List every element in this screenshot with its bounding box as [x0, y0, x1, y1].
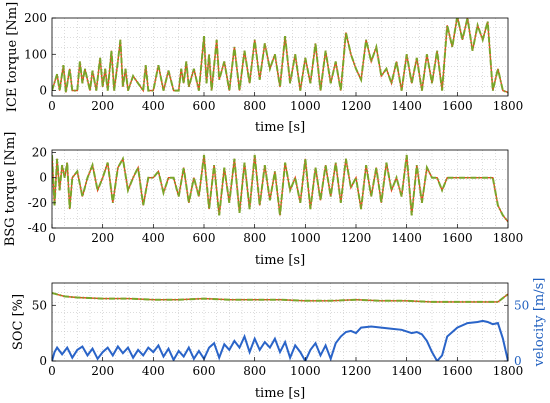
x-tick-label: 600 — [193, 99, 216, 113]
series-group — [52, 292, 508, 361]
y-tick-label: 0 — [39, 171, 47, 185]
x-tick-label: 1800 — [493, 364, 524, 378]
x-tick-label: 1400 — [391, 364, 422, 378]
soc-velocity-panel: 0 200 400 600 800 1000 1200 1400 1600 1800050050 … — [11, 278, 547, 401]
right-y-tick-label: 0 — [514, 354, 522, 368]
grid — [52, 283, 508, 361]
x-tick-label: 1200 — [341, 364, 372, 378]
series-line-b — [52, 18, 508, 94]
x-tick-label: 600 — [193, 364, 216, 378]
series-line-a — [52, 292, 508, 303]
x-tick-label: 1000 — [290, 99, 321, 113]
x-tick-label: 1400 — [391, 99, 422, 113]
x-tick-label: 1600 — [442, 364, 473, 378]
x-tick-label: 1800 — [493, 231, 524, 245]
bsg-torque-panel: 0 200 400 600 800 1000 1200 1400 1600 1800 -40 -20 0… — [3, 132, 523, 268]
velocity-line — [52, 319, 508, 361]
x-axis-label: time [s] — [255, 120, 305, 135]
tick-group: 0 200 400 600 800 1000 1200 1400 1600 1800 0 100 200 — [24, 11, 523, 113]
y-tick-label: 0 — [39, 84, 47, 98]
y-tick-label: -40 — [28, 221, 47, 235]
axes-frame — [51, 282, 509, 362]
y-tick-label: 0 — [39, 354, 47, 368]
series-group — [52, 154, 508, 223]
x-tick-label: 0 — [48, 231, 56, 245]
x-tick-label: 1600 — [442, 231, 473, 245]
x-tick-label: 800 — [243, 364, 266, 378]
series-line-b — [52, 154, 508, 223]
x-tick-label: 0 — [48, 364, 56, 378]
axes-frame — [51, 17, 509, 97]
ice-torque-panel: 0 200 400 600 800 1000 1200 1400 1600 1800 0 100 200… — [5, 2, 523, 135]
y-tick-label: -20 — [28, 196, 47, 210]
y-axis-label: BSG torque [Nm] — [3, 132, 18, 247]
right-y-axis-label: velocity [m/s] — [532, 278, 547, 368]
y-tick-label: 100 — [24, 47, 47, 61]
x-tick-label: 1000 — [290, 231, 321, 245]
x-tick-label: 600 — [193, 231, 216, 245]
x-tick-label: 400 — [142, 231, 165, 245]
y-tick-label: 200 — [24, 11, 47, 25]
x-tick-label: 400 — [142, 99, 165, 113]
y-axis-label: ICE torque [Nm] — [5, 2, 20, 112]
axes-frame — [51, 149, 509, 229]
x-tick-label: 400 — [142, 364, 165, 378]
x-tick-label: 0 — [48, 99, 56, 113]
series-group — [52, 18, 508, 94]
x-tick-label: 800 — [243, 231, 266, 245]
y-tick-label: 50 — [32, 298, 47, 312]
tick-group: 0 200 400 600 800 1000 1200 1400 1600 1800 -40 -20 0… — [28, 146, 524, 245]
x-tick-label: 200 — [91, 99, 114, 113]
y-tick-label: 20 — [32, 146, 47, 160]
x-tick-label: 200 — [91, 364, 114, 378]
x-tick-label: 1200 — [341, 231, 372, 245]
x-tick-label: 1800 — [493, 99, 524, 113]
x-tick-label: 1200 — [341, 99, 372, 113]
y-axis-label: SOC [%] — [11, 294, 26, 350]
x-tick-label: 1600 — [442, 99, 473, 113]
x-axis-label: time [s] — [255, 386, 305, 401]
x-tick-label: 1400 — [391, 231, 422, 245]
series-line-b — [52, 292, 508, 303]
x-tick-label: 200 — [91, 231, 114, 245]
x-tick-label: 800 — [243, 99, 266, 113]
x-axis-label: time [s] — [255, 253, 305, 268]
right-y-tick-label: 50 — [514, 298, 529, 312]
x-tick-label: 1000 — [290, 364, 321, 378]
